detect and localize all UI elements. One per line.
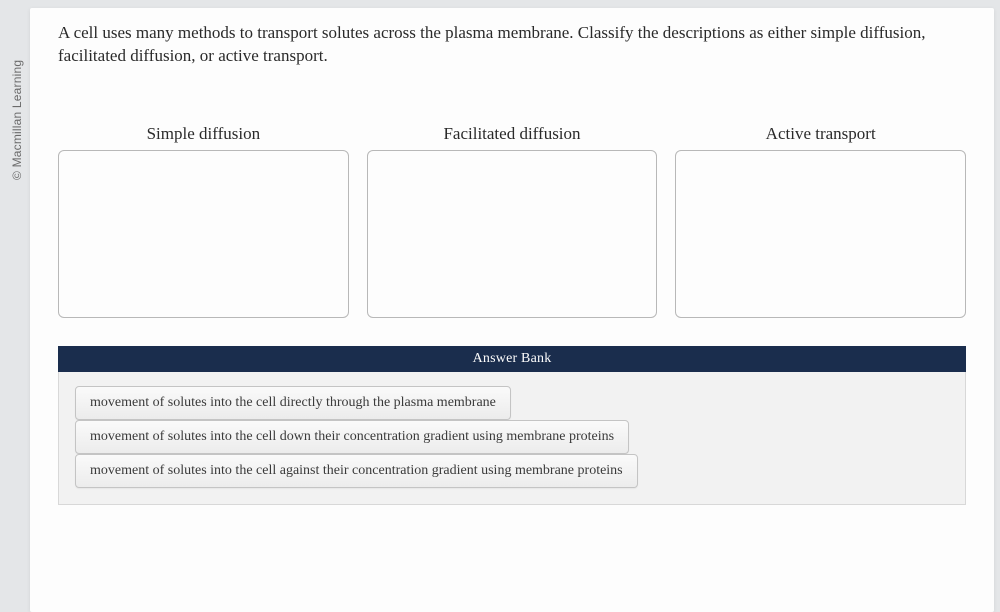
copyright-label: © Macmillan Learning — [10, 60, 24, 180]
answer-bank-header: Answer Bank — [58, 346, 966, 372]
bin-title: Active transport — [766, 124, 876, 144]
answer-item[interactable]: movement of solutes into the cell down t… — [75, 420, 629, 454]
drop-bins-row: Simple diffusion Facilitated diffusion A… — [58, 124, 966, 318]
bin-active-transport: Active transport — [675, 124, 966, 318]
bin-simple-diffusion: Simple diffusion — [58, 124, 349, 318]
dropzone-facilitated-diffusion[interactable] — [367, 150, 658, 318]
bin-title: Simple diffusion — [147, 124, 261, 144]
answer-item[interactable]: movement of solutes into the cell agains… — [75, 454, 638, 488]
bin-title: Facilitated diffusion — [443, 124, 580, 144]
answer-item[interactable]: movement of solutes into the cell direct… — [75, 386, 511, 420]
dropzone-active-transport[interactable] — [675, 150, 966, 318]
bin-facilitated-diffusion: Facilitated diffusion — [367, 124, 658, 318]
dropzone-simple-diffusion[interactable] — [58, 150, 349, 318]
answer-bank: movement of solutes into the cell direct… — [58, 372, 966, 505]
worksheet-page: A cell uses many methods to transport so… — [30, 8, 994, 612]
question-prompt: A cell uses many methods to transport so… — [58, 22, 966, 68]
